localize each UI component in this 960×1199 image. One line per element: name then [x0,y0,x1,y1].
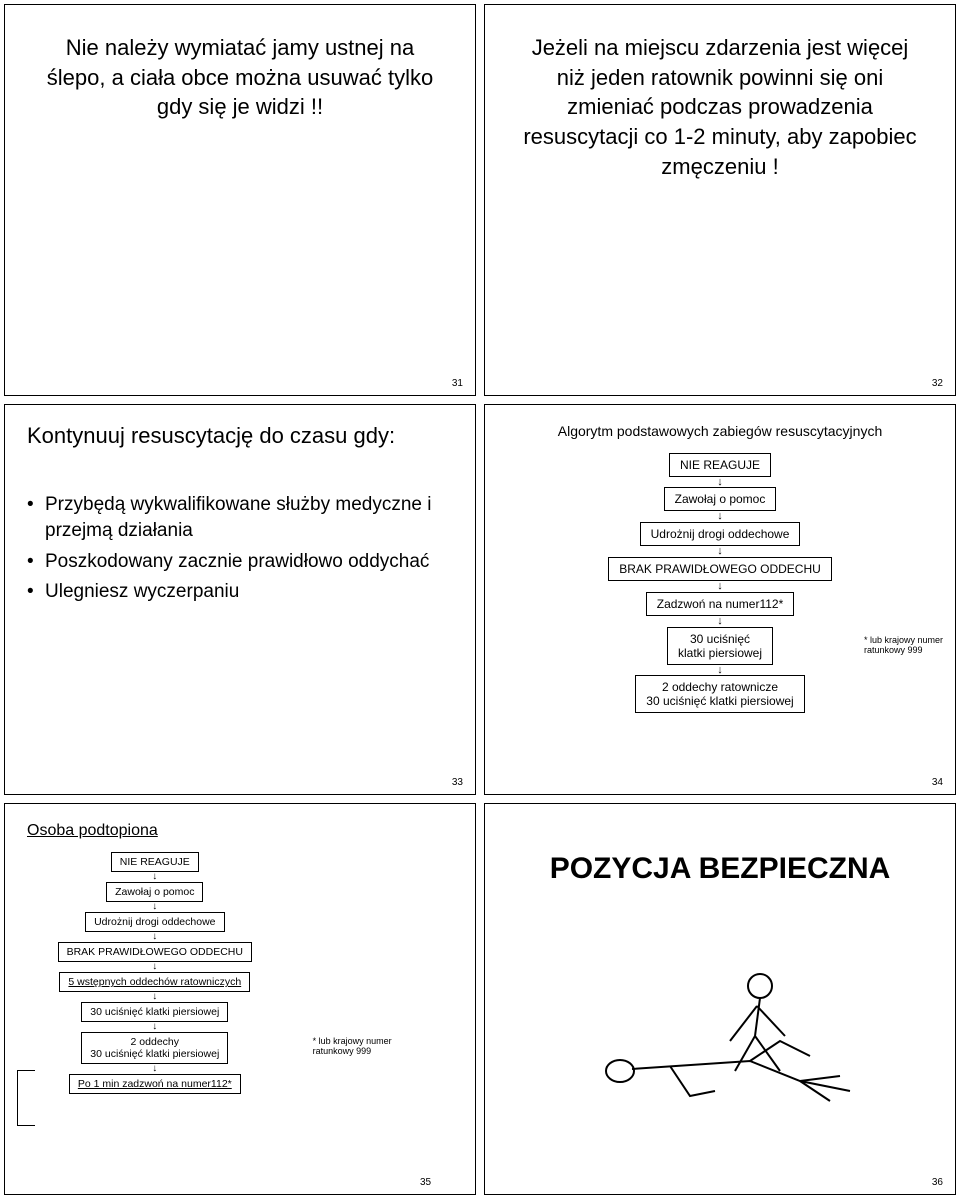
slide-34-title: Algorytm podstawowych zabiegów resuscyta… [558,423,882,439]
flow-box: Zawołaj o pomoc [106,882,203,902]
flow-box: Udrożnij drogi oddechowe [640,522,801,546]
flow-box: 2 oddechy ratownicze 30 uciśnięć klatki … [635,675,804,713]
slide-number: 31 [452,378,463,389]
flow-box: Zadzwoń na numer112* [646,592,795,616]
flow-box: 30 uciśnięć klatki piersiowej [81,1002,228,1022]
flow-box: 30 uciśnięć klatki piersiowej [667,627,773,665]
arrow-down-icon: ↓ [717,582,723,591]
slide-34: Algorytm podstawowych zabiegów resuscyta… [484,404,956,796]
slide-33: Kontynuuj resuscytację do czasu gdy: Prz… [4,404,476,796]
slide-32-text: Jeżeli na miejscu zdarzenia jest więcej … [507,23,933,367]
slide-grid: Nie należy wymiatać jamy ustnej na ślepo… [0,0,960,1199]
arrow-down-icon: ↓ [717,478,723,487]
footnote: * lub krajowy numer ratunkowy 999 [313,1036,433,1056]
bullet-item: Ulegniesz wyczerpaniu [27,579,453,606]
flow-box: BRAK PRAWIDŁOWEGO ODDECHU [58,942,252,962]
slide-33-bullets: Przybędą wykwalifikowane służby medyczne… [27,492,453,610]
arrow-down-icon: ↓ [152,873,157,881]
slide-35-title: Osoba podtopiona [27,822,283,840]
flow-box: Po 1 min zadzwoń na numer112* [69,1074,241,1094]
arrow-down-icon: ↓ [152,963,157,971]
flow-box: BRAK PRAWIDŁOWEGO ODDECHU [608,557,832,581]
loop-line [17,1070,35,1126]
footnote: * lub krajowy numer ratunkowy 999 [864,635,943,655]
recovery-position-illustration [507,886,933,1166]
slide-36: POZYCJA BEZPIECZNA [484,803,956,1195]
slide-number: 34 [932,777,943,788]
arrow-down-icon: ↓ [152,903,157,911]
arrow-down-icon: ↓ [717,617,723,626]
bullet-item: Przybędą wykwalifikowane służby medyczne… [27,492,453,545]
arrow-down-icon: ↓ [152,993,157,1001]
slide-35-flow: NIE REAGUJE ↓ Zawołaj o pomoc ↓ Udrożnij… [27,852,283,1094]
flow-box: NIE REAGUJE [111,852,199,872]
bullet-item: Poszkodowany zacznie prawidłowo oddychać [27,549,453,576]
slide-number: 32 [932,378,943,389]
slide-number: 35 [420,1177,431,1188]
arrow-down-icon: ↓ [152,1023,157,1031]
arrow-down-icon: ↓ [717,512,723,521]
slide-31-text: Nie należy wymiatać jamy ustnej na ślepo… [27,23,453,367]
slide-35: Osoba podtopiona NIE REAGUJE ↓ Zawołaj o… [4,803,476,1195]
arrow-down-icon: ↓ [152,1065,157,1073]
flow-box: Zawołaj o pomoc [664,487,777,511]
recovery-position-icon [550,941,890,1111]
arrow-down-icon: ↓ [717,547,723,556]
flow-box: 2 oddechy 30 uciśnięć klatki piersiowej [81,1032,228,1064]
arrow-down-icon: ↓ [152,933,157,941]
slide-36-title: POZYCJA BEZPIECZNA [507,852,933,886]
slide-32: Jeżeli na miejscu zdarzenia jest więcej … [484,4,956,396]
flow-box: Udrożnij drogi oddechowe [85,912,224,932]
arrow-down-icon: ↓ [717,666,723,675]
slide-number: 36 [932,1177,943,1188]
slide-34-flow: Algorytm podstawowych zabiegów resuscyta… [507,423,933,714]
slide-31: Nie należy wymiatać jamy ustnej na ślepo… [4,4,476,396]
slide-33-title: Kontynuuj resuscytację do czasu gdy: [27,423,453,449]
flow-box: NIE REAGUJE [669,453,771,477]
flow-box: 5 wstępnych oddechów ratowniczych [59,972,250,992]
slide-number: 33 [452,777,463,788]
